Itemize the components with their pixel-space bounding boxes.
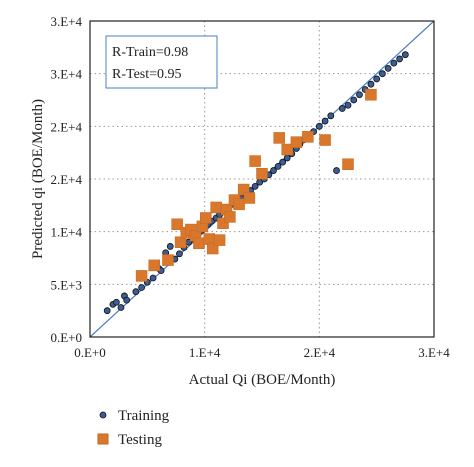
training-point [333, 167, 340, 174]
x-tick-label: 0.E+0 [74, 345, 106, 360]
testing-point [249, 155, 261, 167]
y-axis-title: Predicted qi (BOE/Month) [30, 99, 46, 259]
stats-box [105, 35, 218, 89]
testing-point [273, 132, 285, 144]
training-point [279, 158, 287, 166]
training-point [270, 167, 277, 174]
legend-testing-label: Testing [118, 432, 162, 448]
testing-point [171, 218, 183, 231]
training-point [123, 296, 131, 304]
testing-point [206, 242, 219, 255]
training-point [321, 117, 329, 125]
testing-point [365, 88, 377, 101]
training-point [356, 91, 363, 99]
legend-testing-marker [97, 433, 109, 445]
testing-point [224, 211, 236, 223]
legend: Training Testing [97, 408, 170, 448]
training-point [251, 182, 259, 190]
training-point [327, 112, 335, 120]
training-point [315, 122, 323, 130]
data-points [103, 51, 409, 315]
y-tick-label: 5.E+3 [50, 277, 82, 292]
training-point [112, 298, 120, 306]
stat-r-train: R-Train=0.98 [112, 45, 188, 60]
y-tick-labels: 0.E+0 5.E+3 1.E+4 2.E+4 2.E+4 3.E+4 3.E+4 [50, 14, 82, 345]
testing-point [342, 158, 354, 171]
x-tick-label: 1.E+4 [189, 345, 221, 360]
training-point [176, 250, 183, 258]
training-point [166, 243, 174, 250]
training-point [396, 55, 404, 63]
y-tick-label: 3.E+4 [50, 67, 82, 82]
training-point [350, 96, 358, 104]
training-point [138, 284, 146, 291]
x-tick-label: 3.E+4 [418, 345, 450, 360]
legend-training-label: Training [118, 408, 170, 424]
training-point [338, 105, 346, 112]
testing-point [256, 167, 268, 180]
y-tick-label: 0.E+0 [50, 330, 82, 345]
training-point [384, 65, 392, 72]
training-point [132, 288, 140, 296]
testing-point [290, 136, 303, 148]
training-point [117, 304, 125, 311]
training-point [367, 80, 375, 88]
legend-training-marker [99, 411, 107, 419]
y-tick-label: 2.E+4 [50, 172, 82, 187]
testing-point [217, 217, 229, 229]
testing-point [135, 270, 148, 282]
training-point [344, 101, 352, 109]
training-point [373, 75, 381, 83]
testing-point [162, 254, 174, 266]
training-point [390, 59, 398, 67]
testing-point [213, 234, 226, 246]
testing-point [243, 192, 256, 204]
y-tick-label: 2.E+4 [50, 119, 82, 134]
plot-area-frame [89, 20, 435, 338]
y-tick-label: 3.E+4 [50, 14, 82, 29]
testing-point [148, 259, 160, 272]
training-point [274, 162, 282, 170]
testing-point [193, 237, 205, 250]
training-point [378, 70, 386, 78]
testing-point [210, 201, 222, 214]
testing-point [281, 143, 293, 156]
testing-point [319, 134, 331, 146]
stat-r-test: R-Test=0.95 [112, 67, 182, 82]
x-tick-label: 2.E+4 [304, 345, 336, 360]
training-point [103, 307, 111, 315]
training-point [401, 51, 409, 59]
testing-point [302, 131, 314, 143]
x-axis-title: Actual Qi (BOE/Month) [189, 372, 336, 388]
testing-point [233, 198, 245, 211]
x-tick-labels: 0.E+0 1.E+4 2.E+4 3.E+4 [74, 345, 450, 360]
testing-point [200, 212, 212, 224]
y-tick-label: 1.E+4 [50, 225, 82, 240]
training-point [149, 274, 157, 282]
